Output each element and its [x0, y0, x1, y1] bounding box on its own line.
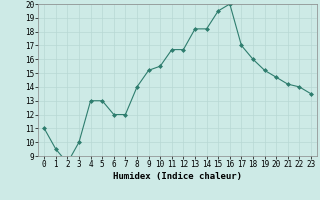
X-axis label: Humidex (Indice chaleur): Humidex (Indice chaleur) [113, 172, 242, 181]
